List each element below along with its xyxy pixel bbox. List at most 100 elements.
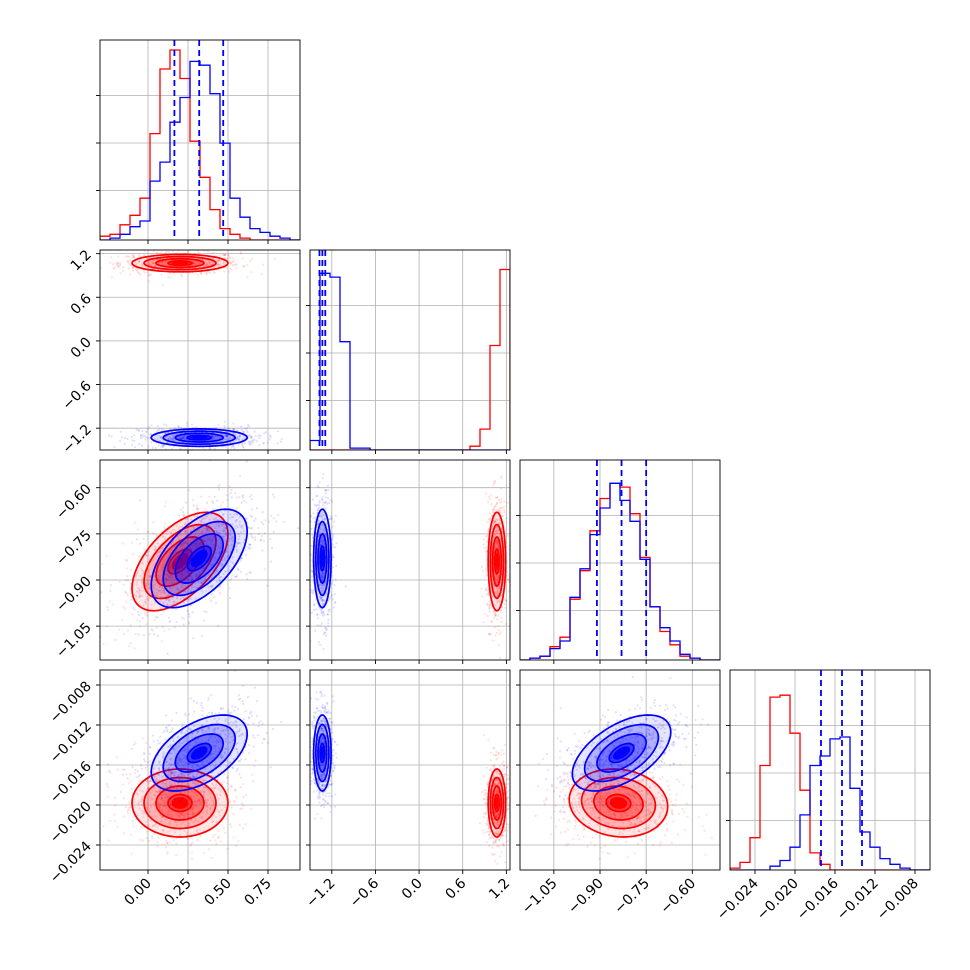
- scatter-point: [236, 541, 239, 544]
- scatter-point: [494, 545, 497, 549]
- scatter-point: [205, 578, 208, 582]
- scatter-point: [170, 587, 173, 590]
- scatter-point: [177, 564, 180, 567]
- scatter-point: [499, 511, 502, 514]
- scatter-point: [172, 600, 175, 603]
- scatter-point: [230, 577, 233, 580]
- scatter-point: [167, 572, 170, 575]
- x-tick-label: −0.012: [834, 876, 882, 924]
- scatter-point: [209, 537, 212, 540]
- scatter-point: [180, 795, 184, 798]
- scatter-point: [175, 825, 178, 828]
- scatter-point: [148, 261, 151, 264]
- scatter-point: [234, 263, 237, 266]
- scatter-point: [137, 429, 140, 432]
- scatter-point: [496, 496, 499, 499]
- scatter-point: [272, 517, 275, 520]
- scatter-point: [197, 251, 200, 254]
- scatter-point: [211, 593, 214, 596]
- scatter-point: [194, 542, 197, 545]
- scatter-point: [141, 582, 144, 585]
- scatter-point: [165, 799, 168, 802]
- density-peak-red: [495, 552, 499, 571]
- scatter-point: [183, 522, 186, 526]
- scatter-point: [322, 599, 325, 602]
- scatter-point: [321, 571, 324, 574]
- scatter-point: [323, 519, 326, 522]
- scatter-point: [170, 437, 173, 440]
- scatter-point: [241, 443, 244, 446]
- scatter-point: [170, 531, 173, 534]
- scatter-point: [496, 528, 499, 531]
- scatter-point: [186, 831, 189, 835]
- scatter-point: [151, 585, 154, 588]
- scatter-point: [214, 601, 217, 605]
- scatter-point: [250, 442, 253, 446]
- scatter-point: [142, 253, 145, 256]
- scatter-point: [153, 824, 157, 827]
- scatter-point: [495, 618, 499, 621]
- contour-line-red: [143, 523, 217, 600]
- scatter-point: [495, 541, 498, 545]
- scatter-point: [145, 614, 148, 617]
- scatter-point: [222, 552, 225, 555]
- scatter-point: [178, 437, 181, 440]
- scatter-point: [191, 811, 194, 815]
- scatter-point: [493, 521, 496, 524]
- scatter-point: [320, 611, 323, 614]
- scatter-point: [165, 441, 168, 444]
- scatter-point: [143, 811, 146, 814]
- scatter-point: [248, 434, 251, 437]
- scatter-point: [489, 602, 492, 605]
- scatter-point: [213, 557, 216, 560]
- scatter-point: [150, 433, 153, 436]
- scatter-point: [132, 553, 135, 556]
- scatter-point: [492, 522, 495, 525]
- scatter-point: [153, 264, 156, 267]
- scatter-point: [149, 433, 152, 436]
- scatter-point: [168, 435, 171, 439]
- scatter-point: [330, 500, 334, 503]
- scatter-point: [319, 607, 322, 611]
- scatter-point: [148, 575, 152, 578]
- scatter-point: [251, 773, 254, 776]
- scatter-point: [116, 825, 119, 828]
- scatter-point: [168, 576, 171, 579]
- scatter-point: [247, 526, 250, 529]
- scatter-point: [213, 271, 216, 274]
- scatter-point: [494, 520, 497, 523]
- scatter-point: [138, 499, 141, 502]
- scatter-point: [150, 805, 153, 809]
- scatter-point: [163, 782, 166, 786]
- scatter-point: [149, 574, 152, 578]
- scatter-point: [279, 440, 282, 443]
- scatter-point: [174, 550, 177, 553]
- scatter-point: [182, 812, 185, 815]
- scatter-point: [232, 444, 235, 448]
- contour-line-blue: [312, 508, 332, 609]
- scatter-point: [233, 513, 236, 516]
- scatter-point: [106, 795, 109, 798]
- scatter-point: [120, 618, 124, 621]
- scatter-point: [137, 429, 140, 432]
- scatter-point: [321, 542, 324, 545]
- scatter-point: [167, 575, 170, 578]
- scatter-point: [126, 777, 129, 780]
- scatter-point: [319, 574, 322, 577]
- scatter-point: [321, 576, 324, 580]
- scatter-point: [148, 576, 151, 579]
- scatter-point: [157, 576, 160, 579]
- scatter-point: [155, 594, 158, 597]
- scatter-point: [157, 802, 160, 805]
- scatter-point: [191, 806, 194, 810]
- scatter-point: [282, 520, 285, 523]
- scatter-point: [156, 574, 159, 577]
- scatter-point: [227, 788, 230, 791]
- scatter-point: [250, 526, 253, 530]
- scatter-point: [186, 543, 189, 546]
- scatter-point: [136, 619, 139, 622]
- scatter-point: [211, 820, 214, 823]
- scatter-point: [280, 438, 283, 441]
- scatter-point: [168, 621, 171, 624]
- scatter-point: [248, 543, 251, 546]
